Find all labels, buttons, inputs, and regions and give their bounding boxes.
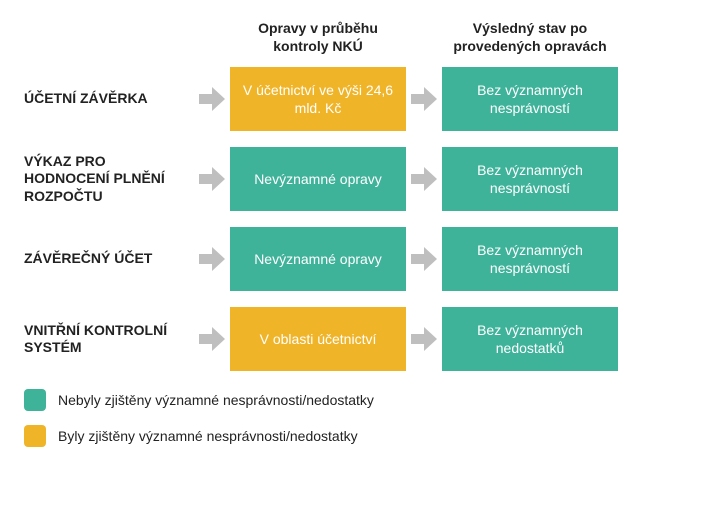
flow-row: ÚČETNÍ ZÁVĚRKA V účetnictví ve výši 24,6… (24, 67, 693, 131)
arrow (406, 165, 442, 193)
legend: Nebyly zjištěny významné nesprávnosti/ne… (24, 389, 693, 447)
arrow-icon (409, 325, 439, 353)
arrow-icon (409, 165, 439, 193)
legend-item: Nebyly zjištěny významné nesprávnosti/ne… (24, 389, 693, 411)
flow-row: VNITŘNÍ KONTROLNÍ SYSTÉM V oblasti účetn… (24, 307, 693, 371)
status-box-result: Bez významných nedostatků (442, 307, 618, 371)
row-label: VNITŘNÍ KONTROLNÍ SYSTÉM (24, 322, 194, 357)
flow-row: ZÁVĚREČNÝ ÚČET Nevýznamné opravy Bez výz… (24, 227, 693, 291)
rows-container: ÚČETNÍ ZÁVĚRKA V účetnictví ve výši 24,6… (24, 67, 693, 371)
row-label: VÝKAZ PRO HODNOCENÍ PLNĚNÍ ROZPOČTU (24, 153, 194, 206)
header-spacer (24, 20, 194, 55)
arrow-icon (197, 325, 227, 353)
status-box-result: Bez významných nesprávností (442, 227, 618, 291)
arrow-icon (197, 165, 227, 193)
arrow-icon (409, 245, 439, 273)
header-gap (194, 20, 230, 55)
arrow-icon (197, 245, 227, 273)
flow-row: VÝKAZ PRO HODNOCENÍ PLNĚNÍ ROZPOČTU Nevý… (24, 147, 693, 211)
arrow (194, 325, 230, 353)
header-col-1: Opravy v průběhu kontroly NKÚ (230, 20, 406, 55)
arrow-icon (197, 85, 227, 113)
arrow (406, 245, 442, 273)
arrow-icon (409, 85, 439, 113)
arrow (406, 325, 442, 353)
row-label: ZÁVĚREČNÝ ÚČET (24, 250, 194, 268)
row-label: ÚČETNÍ ZÁVĚRKA (24, 90, 194, 108)
column-headers: Opravy v průběhu kontroly NKÚ Výsledný s… (24, 20, 693, 55)
legend-text: Byly zjištěny významné nesprávnosti/nedo… (58, 428, 358, 444)
status-box-during: Nevýznamné opravy (230, 147, 406, 211)
header-gap (406, 20, 442, 55)
legend-swatch (24, 425, 46, 447)
status-box-result: Bez významných nesprávností (442, 147, 618, 211)
legend-text: Nebyly zjištěny významné nesprávnosti/ne… (58, 392, 374, 408)
legend-swatch (24, 389, 46, 411)
status-box-during: V účetnictví ve výši 24,6 mld. Kč (230, 67, 406, 131)
header-col-2: Výsledný stav po provedených opravách (442, 20, 618, 55)
arrow (406, 85, 442, 113)
status-box-result: Bez významných nesprávností (442, 67, 618, 131)
arrow (194, 85, 230, 113)
legend-item: Byly zjištěny významné nesprávnosti/nedo… (24, 425, 693, 447)
arrow (194, 165, 230, 193)
status-box-during: Nevýznamné opravy (230, 227, 406, 291)
status-box-during: V oblasti účetnictví (230, 307, 406, 371)
arrow (194, 245, 230, 273)
